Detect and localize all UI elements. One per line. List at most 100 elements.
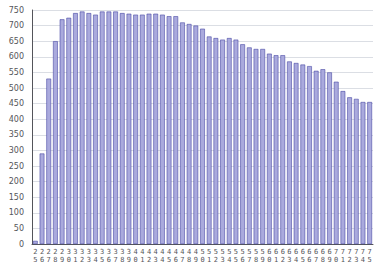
svg-text:2: 2 (147, 256, 151, 264)
svg-text:4: 4 (174, 248, 178, 256)
svg-text:2: 2 (60, 248, 64, 256)
svg-text:6: 6 (40, 256, 44, 264)
svg-text:5: 5 (167, 256, 171, 264)
svg-text:5: 5 (241, 248, 245, 256)
svg-text:7: 7 (180, 256, 184, 264)
svg-text:3: 3 (87, 248, 91, 256)
svg-text:3: 3 (87, 256, 91, 264)
svg-text:3: 3 (107, 248, 111, 256)
svg-text:3: 3 (220, 256, 224, 264)
svg-text:7: 7 (361, 248, 365, 256)
svg-text:3: 3 (354, 256, 358, 264)
svg-text:4: 4 (160, 256, 164, 264)
svg-text:6: 6 (294, 248, 298, 256)
svg-text:6: 6 (307, 256, 311, 264)
svg-text:6: 6 (281, 248, 285, 256)
svg-text:0: 0 (267, 256, 271, 264)
svg-text:8: 8 (254, 256, 258, 264)
svg-text:6: 6 (174, 256, 178, 264)
svg-text:750: 750 (9, 6, 24, 15)
svg-text:2: 2 (40, 248, 44, 256)
svg-text:150: 150 (9, 193, 24, 202)
svg-text:5: 5 (200, 248, 204, 256)
svg-text:7: 7 (247, 256, 251, 264)
svg-text:5: 5 (214, 248, 218, 256)
svg-text:5: 5 (368, 256, 372, 264)
svg-text:9: 9 (327, 256, 331, 264)
svg-text:7: 7 (341, 248, 345, 256)
svg-text:8: 8 (120, 256, 124, 264)
svg-text:6: 6 (327, 248, 331, 256)
svg-text:250: 250 (9, 162, 24, 171)
svg-text:5: 5 (234, 248, 238, 256)
svg-text:7: 7 (47, 256, 51, 264)
svg-text:3: 3 (73, 248, 77, 256)
svg-text:5: 5 (247, 248, 251, 256)
svg-text:5: 5 (33, 256, 37, 264)
svg-text:6: 6 (301, 248, 305, 256)
svg-text:50: 50 (14, 224, 24, 233)
svg-text:1: 1 (341, 256, 345, 264)
svg-text:6: 6 (107, 256, 111, 264)
svg-text:5: 5 (100, 256, 104, 264)
svg-text:1: 1 (140, 256, 144, 264)
svg-text:450: 450 (9, 99, 24, 108)
svg-text:4: 4 (187, 248, 191, 256)
svg-text:5: 5 (220, 248, 224, 256)
svg-text:3: 3 (287, 256, 291, 264)
svg-text:5: 5 (301, 256, 305, 264)
svg-text:700: 700 (9, 21, 24, 30)
svg-text:1: 1 (274, 256, 278, 264)
svg-text:4: 4 (167, 248, 171, 256)
svg-text:7: 7 (368, 248, 372, 256)
svg-text:3: 3 (154, 256, 158, 264)
svg-text:300: 300 (9, 146, 24, 155)
svg-text:2: 2 (347, 256, 351, 264)
svg-text:5: 5 (207, 248, 211, 256)
svg-text:2: 2 (47, 248, 51, 256)
svg-text:8: 8 (53, 256, 57, 264)
svg-text:6: 6 (321, 248, 325, 256)
svg-text:5: 5 (234, 256, 238, 264)
svg-text:3: 3 (93, 248, 97, 256)
svg-text:9: 9 (261, 256, 265, 264)
svg-text:8: 8 (187, 256, 191, 264)
svg-text:6: 6 (314, 248, 318, 256)
svg-text:3: 3 (113, 248, 117, 256)
svg-text:1: 1 (207, 256, 211, 264)
svg-text:3: 3 (67, 248, 71, 256)
svg-text:0: 0 (200, 256, 204, 264)
svg-text:4: 4 (361, 256, 365, 264)
svg-text:5: 5 (254, 248, 258, 256)
svg-text:7: 7 (334, 248, 338, 256)
svg-text:500: 500 (9, 84, 24, 93)
svg-text:650: 650 (9, 37, 24, 46)
svg-text:0: 0 (334, 256, 338, 264)
svg-text:0: 0 (67, 256, 71, 264)
svg-text:4: 4 (160, 248, 164, 256)
svg-text:7: 7 (314, 256, 318, 264)
svg-text:600: 600 (9, 52, 24, 61)
svg-text:2: 2 (33, 248, 37, 256)
svg-text:6: 6 (274, 248, 278, 256)
svg-text:4: 4 (93, 256, 97, 264)
svg-text:2: 2 (80, 256, 84, 264)
svg-text:7: 7 (354, 248, 358, 256)
svg-text:6: 6 (287, 248, 291, 256)
svg-text:7: 7 (113, 256, 117, 264)
svg-text:2: 2 (281, 256, 285, 264)
svg-text:4: 4 (194, 248, 198, 256)
svg-text:4: 4 (227, 256, 231, 264)
svg-text:9: 9 (194, 256, 198, 264)
svg-text:100: 100 (9, 208, 24, 217)
svg-text:4: 4 (147, 248, 151, 256)
svg-text:2: 2 (214, 256, 218, 264)
svg-text:9: 9 (127, 256, 131, 264)
svg-text:3: 3 (127, 248, 131, 256)
svg-text:2: 2 (53, 248, 57, 256)
svg-text:3: 3 (120, 248, 124, 256)
svg-text:200: 200 (9, 177, 24, 186)
svg-text:8: 8 (321, 256, 325, 264)
svg-text:7: 7 (347, 248, 351, 256)
svg-text:6: 6 (307, 248, 311, 256)
